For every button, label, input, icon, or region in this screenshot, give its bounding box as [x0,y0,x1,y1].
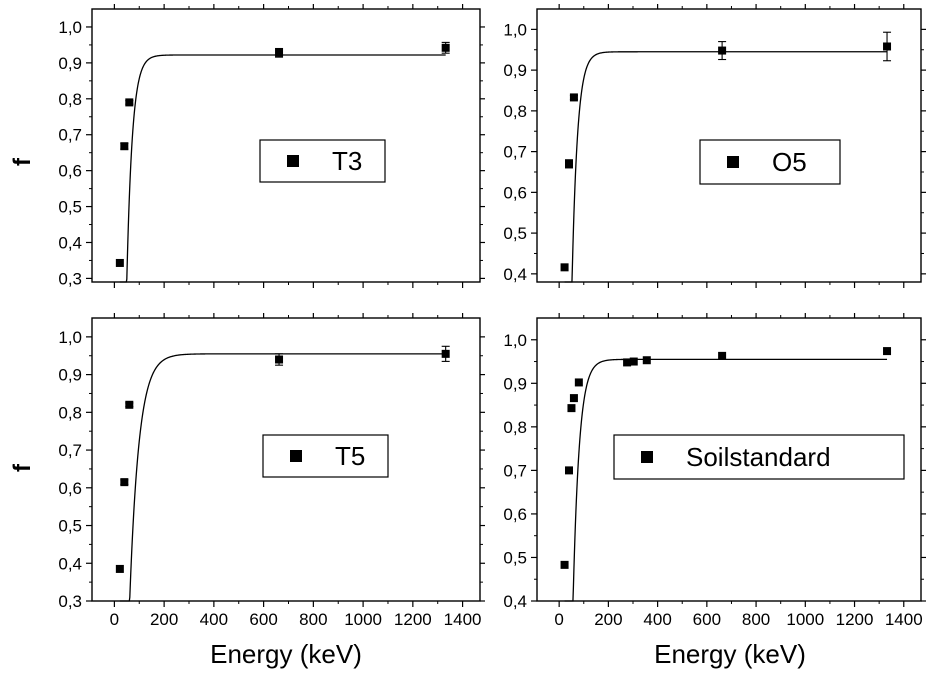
data-point [120,142,129,151]
y-axis-label: f [9,157,36,166]
y-tick-label: 1,0 [503,20,527,39]
y-tick-label: 0,9 [503,61,527,80]
y-tick-label: 0,8 [503,418,527,437]
y-tick-label: 0,7 [503,461,527,480]
data-point [623,358,632,367]
y-tick-label: 0,8 [58,403,82,422]
y-tick-label: 0,3 [58,592,82,611]
x-tick-label: 200 [150,610,178,629]
data-point [275,355,284,364]
data-point [441,349,450,358]
y-tick-label: 0,6 [58,479,82,498]
y-tick-label: 0,4 [58,233,82,252]
y-tick-label: 0,5 [503,548,527,567]
y-tick-label: 0,8 [503,102,527,121]
legend-label: O5 [772,147,807,177]
data-point [565,466,573,475]
y-tick-label: 0,5 [503,224,527,243]
y-tick-label: 0,9 [58,54,82,73]
x-axis-title: Energy (keV) [654,639,806,669]
panel-o5: 0,4 0,5 0,6 0,7 0,8 0,9 1,0 O5 [503,4,926,288]
x-tick-label: 0 [110,610,119,629]
y-tick-label: 0,7 [58,126,82,145]
data-point [629,357,638,366]
legend-label: T3 [332,146,362,176]
y-tick-label: 0,9 [58,366,82,385]
y-tick-label: 0,5 [58,517,82,536]
legend-box [699,139,841,185]
y-tick-label: 0,7 [58,441,82,460]
y-tick-label: 1,0 [503,331,527,350]
y-tick-label: 0,7 [503,143,527,162]
y-tick-label: 0,6 [503,183,527,202]
y-tick-label: 0,6 [58,162,82,181]
plot-frame [91,317,481,602]
data-point [560,560,569,569]
data-point [120,478,129,487]
plot-frame [536,317,922,602]
y-tick-label: 1,0 [58,328,82,347]
y-tick-label: 0,9 [503,374,527,393]
legend-label: T5 [335,441,365,471]
panel-t3: f 0,3 0,4 0,5 0,6 0,7 0,8 0,9 1,0 T3 [9,4,485,288]
legend-marker [287,155,299,167]
data-point [569,394,578,403]
x-tick-label: 600 [693,610,721,629]
x-tick-label: 1400 [885,610,923,629]
y-tick-label: 1,0 [58,18,82,37]
x-tick-label: 200 [594,610,622,629]
y-tick-label: 0,6 [503,505,527,524]
data-point [565,159,573,168]
x-tick-label: 1200 [836,610,874,629]
plot-frame [91,8,481,283]
x-tick-label: 1000 [786,610,824,629]
x-tick-label: 1200 [394,610,432,629]
legend-box [259,139,386,183]
y-tick-label: 0,3 [58,269,82,288]
x-tick-label: 400 [643,610,671,629]
legend-marker [727,156,739,168]
data-point [718,351,727,360]
x-tick-label: 0 [554,610,563,629]
y-tick-label: 0,8 [58,90,82,109]
y-tick-label: 0,4 [58,554,82,573]
data-point [883,42,892,51]
data-point [569,93,578,102]
data-point [441,43,450,52]
legend-label: Soilstandard [686,442,831,472]
y-tick-label: 0,4 [503,592,527,611]
y-tick-label: 0,4 [503,265,527,284]
panel-t5: f Energy (keV) 0 200 400 600 800 1000 1200 1400… [9,313,485,669]
data-point [574,378,583,387]
panel-soilstandard: Energy (keV) 0 200 400 600 800 1000 1200 1400 0,… [503,313,926,669]
data-point [125,98,134,107]
data-point [115,564,124,573]
x-tick-label: 800 [742,610,770,629]
data-point [718,46,727,55]
data-point [125,400,134,409]
plot-frame [536,8,922,283]
y-tick-label: 0,5 [58,198,82,217]
y-axis-label: f [9,463,36,472]
x-axis-title: Energy (keV) [210,639,362,669]
data-point [642,356,651,365]
data-point [567,404,576,413]
legend-marker [641,451,653,463]
fit-curve [564,358,888,602]
data-point [275,48,284,57]
data-point [560,263,569,272]
x-tick-label: 600 [249,610,277,629]
x-tick-label: 400 [200,610,228,629]
legend-box [262,434,389,478]
legend-box [613,434,905,480]
data-point [115,258,124,267]
x-tick-label: 1000 [344,610,382,629]
data-point [883,347,892,356]
x-tick-label: 800 [299,610,327,629]
x-tick-label: 1400 [444,610,482,629]
legend-marker [290,450,302,462]
